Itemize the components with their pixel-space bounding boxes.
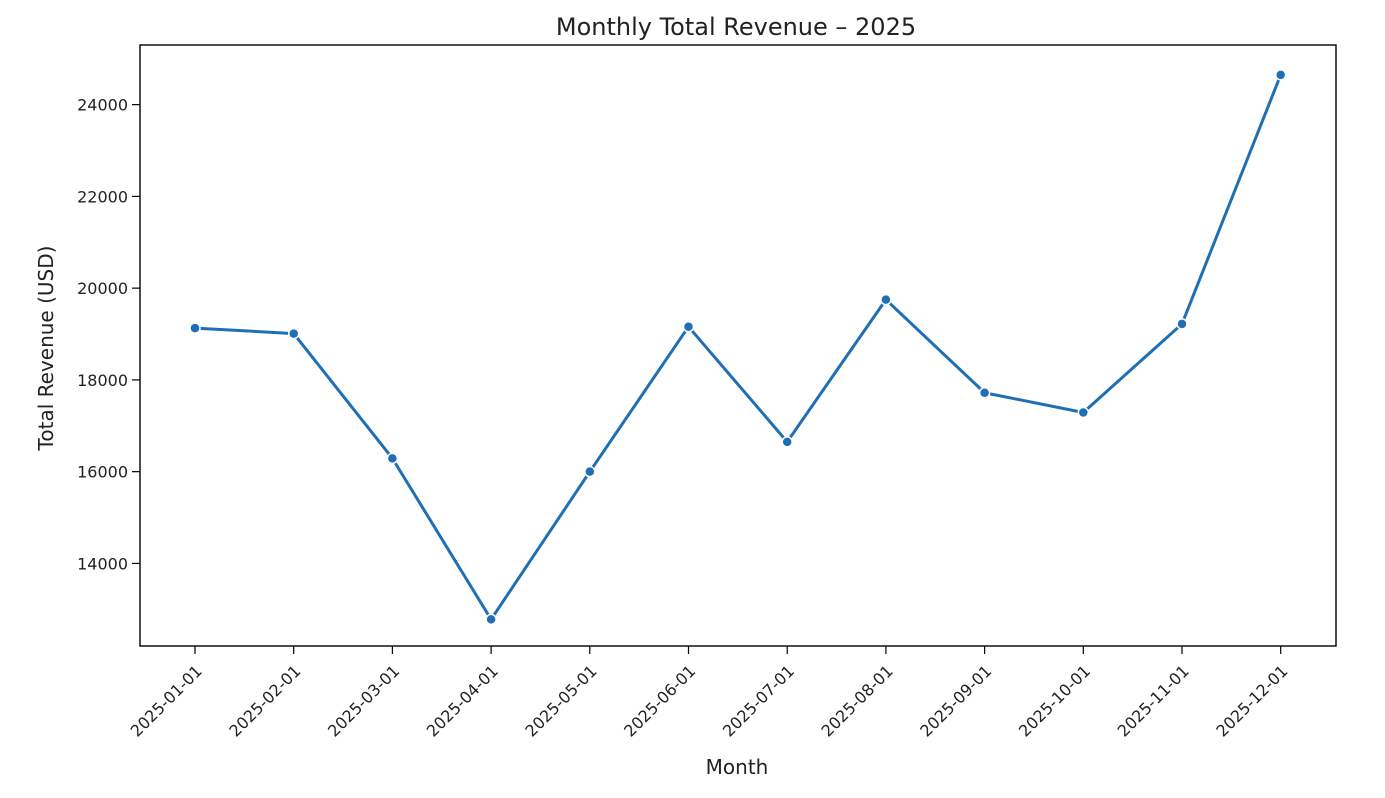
x-tick-label: 2025-04-01 <box>423 661 502 740</box>
x-tick-label: 2025-02-01 <box>225 661 304 740</box>
data-point-9 <box>978 387 991 399</box>
plot-area <box>139 44 1337 647</box>
data-point-3 <box>386 452 399 465</box>
x-tick-label: 2025-01-01 <box>127 661 206 740</box>
x-axis-ticks: 2025-01-01 2025-02-01 2025-03-01 2025-04-01… <box>127 646 1292 741</box>
data-point-11 <box>1176 318 1188 330</box>
y-axis-ticks: 14000 16000 18000 20000 22000 24000 <box>77 96 140 573</box>
x-tick-label: 2025-05-01 <box>521 661 600 740</box>
x-tick-label: 2025-06-01 <box>620 661 699 740</box>
x-tick-label: 2025-03-01 <box>324 661 403 740</box>
y-tick-label: 24000 <box>77 96 128 115</box>
y-tick-label: 20000 <box>77 279 128 298</box>
y-tick-label: 14000 <box>77 554 128 573</box>
x-tick-label: 2025-07-01 <box>719 661 798 740</box>
data-point-7 <box>781 436 793 448</box>
data-point-8 <box>880 293 892 306</box>
data-point-12 <box>1274 69 1287 81</box>
y-tick-label: 16000 <box>77 463 128 482</box>
data-point-2 <box>287 327 300 340</box>
data-point-4 <box>485 613 497 626</box>
data-point-10 <box>1077 406 1090 419</box>
x-tick-label: 2025-10-01 <box>1015 661 1094 740</box>
x-tick-label: 2025-09-01 <box>916 661 995 740</box>
data-point-1 <box>189 322 201 334</box>
x-tick-label: 2025-12-01 <box>1212 661 1291 740</box>
x-axis-label: Month <box>706 755 769 779</box>
series-line <box>193 73 1283 621</box>
series-points <box>189 69 1287 626</box>
chart-title: Monthly Total Revenue – 2025 <box>556 13 916 41</box>
x-tick-label: 2025-08-01 <box>818 661 897 740</box>
data-point-5 <box>584 465 596 478</box>
y-tick-label: 22000 <box>77 187 128 206</box>
x-tick-label: 2025-11-01 <box>1114 661 1193 740</box>
data-point-6 <box>682 320 695 333</box>
y-axis-label: Total Revenue (USD) <box>34 246 58 452</box>
y-tick-label: 18000 <box>77 371 128 390</box>
